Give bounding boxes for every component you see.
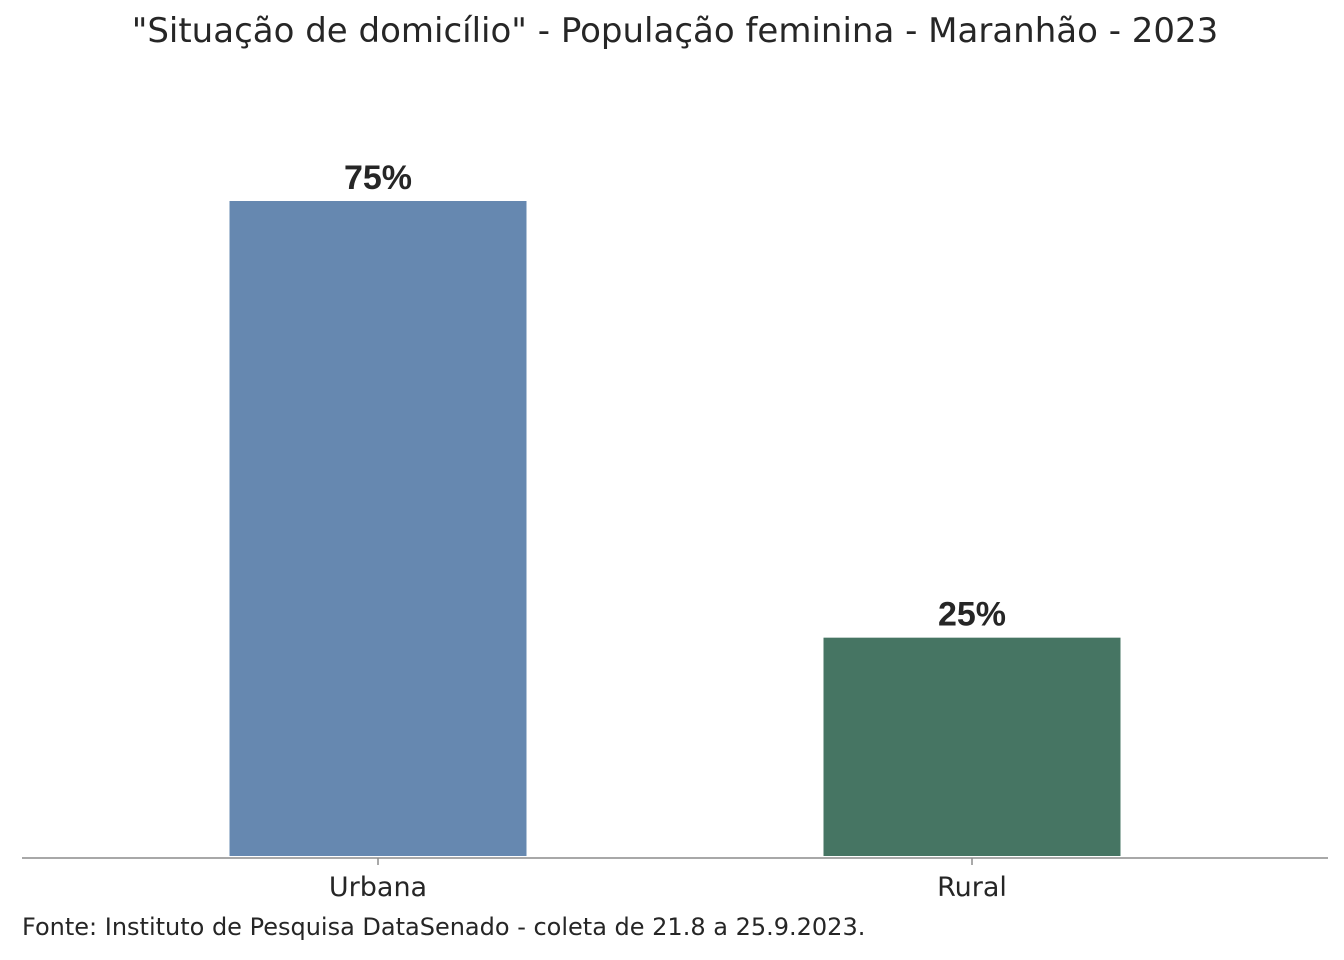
ticks-layer: Urbana Rural — [329, 858, 1007, 903]
bar-urbana — [229, 201, 527, 856]
x-tick-label-rural: Rural — [937, 872, 1007, 903]
bar-rural — [823, 637, 1121, 856]
data-label-rural: 25% — [938, 596, 1006, 634]
x-tick-label-urbana: Urbana — [329, 872, 427, 903]
data-label-urbana: 75% — [344, 159, 412, 197]
bars-layer: 75% 25% — [229, 159, 1121, 856]
source-note: Fonte: Instituto de Pesquisa DataSenado … — [22, 913, 866, 941]
chart-title: "Situação de domicílio" - População femi… — [131, 11, 1219, 51]
